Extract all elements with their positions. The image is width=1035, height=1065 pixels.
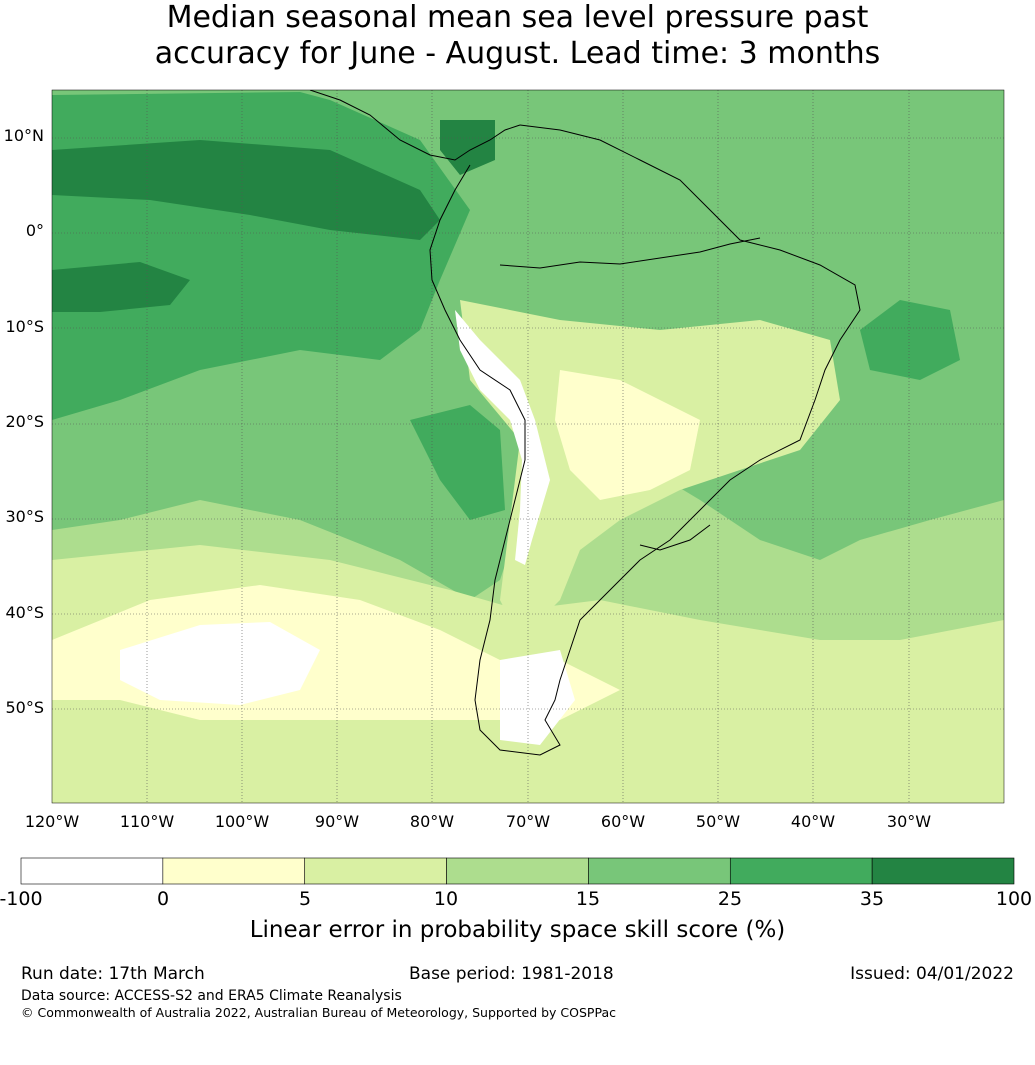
title-line-1: Median seasonal mean sea level pressure … [166,0,869,35]
lon-label-90w: 90°W [314,812,360,831]
colorbar-tick: 25 [717,888,743,910]
lon-label-70w: 70°W [505,812,551,831]
shading-25-35-south [410,405,505,520]
lat-label-20s: 20°S [5,412,44,431]
lat-label-10s: 10°S [5,317,44,336]
graticule [52,90,1004,803]
colorbar-swatch [20,857,164,885]
colorbar-tick: -100 [0,888,43,910]
coastlines [309,90,861,756]
colorbar-swatch [162,857,306,885]
colorbar-swatch [304,857,447,885]
coastline-central-america [309,90,521,161]
river-amazon [499,237,761,269]
lon-label-30w: 30°W [886,812,932,831]
map-title: Median seasonal mean sea level pressure … [0,0,1035,72]
shading-35-100-c [440,120,495,175]
coastline-south-america [429,124,861,756]
shading-negative-andes [455,310,550,565]
skill-shading [52,90,1004,803]
title-line-2: accuracy for June - August. Lead time: 3… [154,36,881,71]
shading-negative-pacific [120,622,320,705]
shading-5-10-interior [555,370,700,500]
lon-label-100w: 100°W [214,812,270,831]
lat-label-10n: 10°N [3,126,44,145]
colorbar-tick: 15 [575,888,601,910]
lat-label-30s: 30°S [5,507,44,526]
map-frame [51,89,1005,804]
colorbar-tick: 10 [433,888,459,910]
colorbar-swatch [446,857,589,885]
colorbar-tick: 0 [156,888,170,910]
colorbar [20,857,1015,885]
colorbar-tick: 35 [859,888,885,910]
lon-label-60w: 60°W [600,812,646,831]
lat-label-40s: 40°S [5,603,44,622]
skill-score-map [20,89,1015,885]
lon-label-50w: 50°W [695,812,741,831]
colorbar-tick: 100 [995,888,1033,910]
lat-label-0: 0° [25,221,44,240]
colorbar-swatch [871,857,1015,885]
lon-label-80w: 80°W [409,812,455,831]
data-source: Data source: ACCESS-S2 and ERA5 Climate … [21,988,402,1004]
river-plate [639,524,711,551]
shading-35-100-b [52,262,190,312]
shading-35-100 [52,140,440,240]
lon-label-40w: 40°W [790,812,836,831]
colorbar-swatch [588,857,731,885]
lat-label-50s: 50°S [5,698,44,717]
lon-label-110w: 110°W [119,812,175,831]
run-date: Run date: 17th March [21,964,205,984]
colorbar-label: Linear error in probability space skill … [249,917,786,943]
colorbar-swatch [729,857,873,885]
shading-negative-patagonia [500,650,575,745]
base-period: Base period: 1981-2018 [409,964,614,984]
lon-label-120w: 120°W [24,812,80,831]
shading-25-35-brazil [860,300,960,380]
colorbar-tick: 5 [298,888,312,910]
copyright: © Commonwealth of Australia 2022, Austra… [21,1005,616,1020]
issued-date: Issued: 04/01/2022 [850,964,1014,984]
